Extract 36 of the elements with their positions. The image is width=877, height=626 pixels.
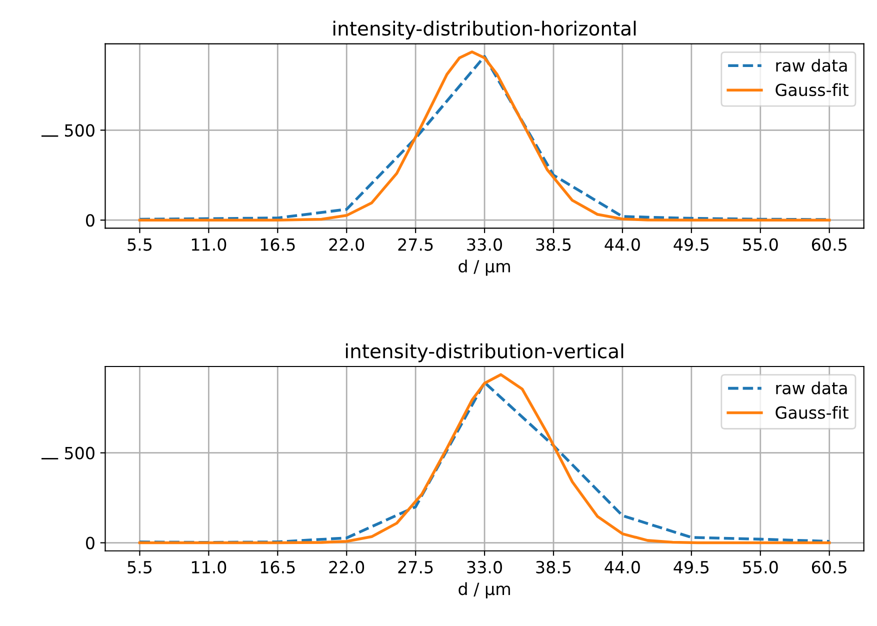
x-tick-label: 60.5 <box>812 238 846 251</box>
x-tick-label: 27.5 <box>398 238 433 251</box>
x-tick-label: 16.5 <box>260 560 295 574</box>
chart-title: intensity-distribution-horizontal <box>333 20 636 40</box>
x-tick-label: 44.0 <box>604 560 640 574</box>
y-tick-label: 0 <box>86 214 94 227</box>
x-tick-label: 38.5 <box>536 238 571 251</box>
x-tick-label: 49.5 <box>674 238 709 251</box>
legend-label: Gauss-fit <box>776 406 848 419</box>
y-axis-title: | <box>41 458 58 460</box>
legend-label: Gauss-fit <box>776 83 848 96</box>
legend-label: raw data <box>776 381 847 394</box>
x-tick-label: 16.5 <box>260 238 295 251</box>
x-tick-label: 11.0 <box>192 560 226 574</box>
x-axis-title: d / µm <box>458 582 510 598</box>
x-tick-label: 55.0 <box>743 560 778 574</box>
legend-label: raw data <box>776 58 847 72</box>
y-axis-title: | <box>41 135 58 137</box>
x-tick-label: 5.5 <box>128 238 152 251</box>
chart-title: intensity-distribution-vertical <box>346 343 624 362</box>
x-tick-label: 33.0 <box>467 238 502 251</box>
x-tick-label: 44.0 <box>604 238 640 251</box>
x-tick-label: 49.5 <box>674 560 709 574</box>
x-tick-label: 55.0 <box>743 238 778 251</box>
x-tick-label: 27.5 <box>398 560 433 574</box>
x-tick-label: 5.5 <box>128 561 152 574</box>
x-tick-label: 33.0 <box>467 560 502 574</box>
x-tick-label: 22.0 <box>329 560 364 574</box>
y-tick-label: 500 <box>64 446 94 460</box>
y-tick-label: 500 <box>64 124 94 137</box>
x-tick-label: 60.5 <box>812 560 846 574</box>
x-tick-label: 38.5 <box>536 560 571 574</box>
y-tick-label: 0 <box>86 536 94 550</box>
x-axis-title: d / µm <box>458 260 510 276</box>
x-tick-label: 11.0 <box>192 238 226 251</box>
x-tick-label: 22.0 <box>329 238 364 251</box>
